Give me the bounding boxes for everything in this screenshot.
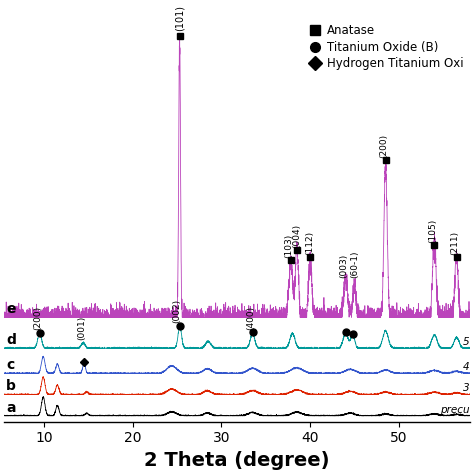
Legend: Anatase, Titanium Oxide (B), Hydrogen Titanium Oxi: Anatase, Titanium Oxide (B), Hydrogen Ti… xyxy=(310,24,464,71)
Text: (200): (200) xyxy=(33,306,42,330)
Text: 5: 5 xyxy=(463,337,470,347)
Text: d: d xyxy=(6,333,16,347)
Text: (101): (101) xyxy=(174,5,184,31)
Text: (60-1): (60-1) xyxy=(350,250,359,278)
Text: b: b xyxy=(6,379,16,393)
Text: (211): (211) xyxy=(450,230,459,255)
Text: 3: 3 xyxy=(463,383,470,393)
Text: (200): (200) xyxy=(379,134,388,158)
Text: (105): (105) xyxy=(428,219,437,243)
Text: c: c xyxy=(6,358,14,372)
Text: (004): (004) xyxy=(292,224,301,248)
Text: a: a xyxy=(6,401,16,415)
Text: e: e xyxy=(6,302,16,316)
Text: (112): (112) xyxy=(306,231,315,255)
Text: 4: 4 xyxy=(463,362,470,372)
X-axis label: 2 Theta (degree): 2 Theta (degree) xyxy=(144,451,330,470)
Text: (001): (001) xyxy=(77,316,86,340)
Text: (002): (002) xyxy=(173,299,182,323)
Text: precu: precu xyxy=(440,405,470,415)
Text: (003): (003) xyxy=(339,253,348,278)
Text: (103): (103) xyxy=(284,234,293,258)
Text: (400): (400) xyxy=(246,306,255,330)
